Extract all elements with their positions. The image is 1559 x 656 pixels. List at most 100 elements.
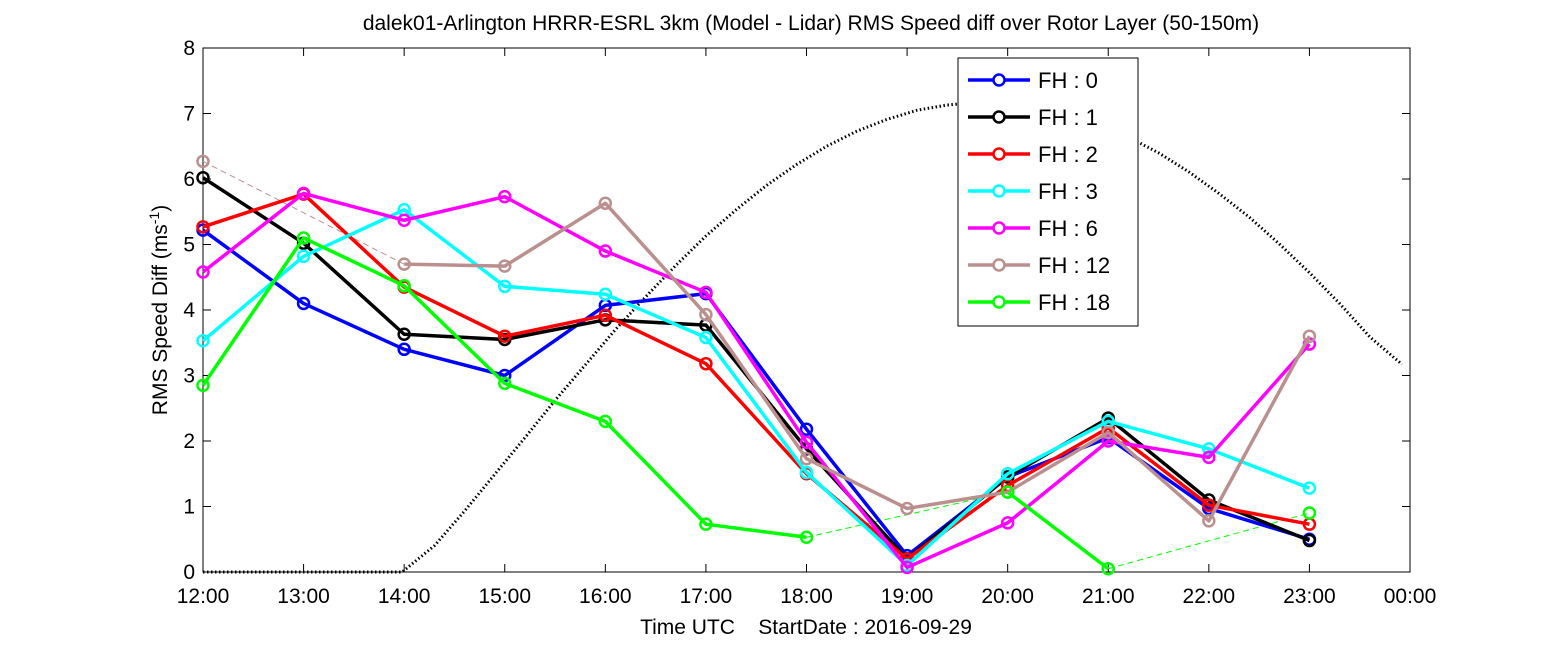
y-tick-label: 6 bbox=[183, 168, 195, 191]
data-point bbox=[598, 244, 613, 258]
x-tick-label: 15:00 bbox=[478, 585, 531, 608]
data-point bbox=[799, 465, 814, 480]
y-tick-label: 0 bbox=[183, 561, 195, 584]
data-point bbox=[1302, 329, 1317, 343]
legend-label: FH : 2 bbox=[1038, 142, 1098, 167]
series-lines bbox=[196, 154, 1317, 576]
data-point bbox=[799, 422, 814, 436]
legend-entry: FH : 18 bbox=[968, 290, 1110, 315]
data-point bbox=[296, 231, 311, 245]
data-point bbox=[397, 279, 411, 293]
data-point bbox=[598, 308, 613, 322]
x-tick-label: 16:00 bbox=[579, 585, 632, 608]
y-tick-label: 5 bbox=[183, 234, 195, 257]
data-point bbox=[196, 220, 210, 234]
data-point bbox=[1000, 516, 1015, 530]
y-axis-label-close: ) bbox=[149, 205, 172, 212]
data-point bbox=[900, 501, 914, 516]
legend-swatch-marker bbox=[992, 184, 1006, 198]
data-point bbox=[498, 189, 512, 204]
plot-area bbox=[202, 47, 1411, 573]
y-tick-label: 7 bbox=[183, 103, 195, 126]
legend-entry: FH : 1 bbox=[968, 105, 1098, 130]
legend-label: FH : 18 bbox=[1038, 290, 1110, 315]
x-tick-label: 13:00 bbox=[277, 585, 330, 608]
series-line bbox=[404, 201, 1311, 523]
series-gap-connector bbox=[1108, 512, 1310, 570]
series-line bbox=[1006, 490, 1110, 571]
data-point bbox=[498, 376, 512, 391]
legend-label: FH : 0 bbox=[1038, 68, 1098, 93]
chart-title: dalek01-Arlington HRRR-ESRL 3km (Model -… bbox=[363, 12, 1259, 35]
x-tick-label: 14:00 bbox=[378, 585, 431, 608]
x-axis-label: Time UTC StartDate : 2016-09-29 bbox=[640, 616, 972, 639]
data-point bbox=[1202, 514, 1216, 528]
data-point bbox=[397, 257, 411, 271]
series-fh-18 bbox=[196, 231, 1317, 576]
y-axis-label-main: RMS Speed Diff (ms bbox=[149, 224, 172, 415]
legend-label: FH : 12 bbox=[1038, 253, 1110, 278]
data-point bbox=[598, 287, 613, 302]
data-point bbox=[498, 329, 512, 343]
legend-entry: FH : 2 bbox=[968, 142, 1098, 167]
data-point bbox=[1101, 425, 1115, 440]
y-axis-label-unit-exponent: -1 bbox=[146, 212, 162, 225]
y-tick-label: 1 bbox=[183, 496, 195, 519]
legend-swatch-marker bbox=[992, 221, 1006, 235]
series-fh-6 bbox=[196, 186, 1317, 575]
x-tick-label: 17:00 bbox=[680, 585, 733, 608]
data-point bbox=[1302, 506, 1317, 520]
data-point bbox=[196, 378, 210, 393]
legend: FH : 0 FH : 1 FH : 2 FH : 3 FH : 6 FH : 12 FH … bbox=[957, 57, 1139, 327]
legend-entry: FH : 0 bbox=[968, 68, 1098, 93]
data-point bbox=[699, 307, 713, 322]
legend-swatch-marker bbox=[992, 258, 1006, 272]
data-point bbox=[1101, 561, 1115, 576]
legend-swatch-marker bbox=[992, 73, 1006, 87]
legend-swatch-marker bbox=[992, 110, 1006, 124]
data-point bbox=[900, 560, 914, 575]
data-point bbox=[397, 327, 411, 341]
legend-label: FH : 1 bbox=[1038, 105, 1098, 130]
data-point bbox=[196, 334, 210, 348]
legend-swatch-marker bbox=[992, 295, 1006, 309]
y-tick-label: 2 bbox=[183, 430, 195, 453]
y-tick-label: 8 bbox=[183, 37, 195, 60]
data-point bbox=[799, 530, 814, 545]
legend-swatch-marker bbox=[992, 147, 1006, 161]
y-tick-label: 4 bbox=[183, 299, 195, 322]
data-point bbox=[1202, 498, 1216, 512]
data-point bbox=[296, 186, 311, 201]
data-point bbox=[1302, 481, 1317, 495]
series-line bbox=[201, 236, 807, 540]
x-axis: 12:00 13:00 14:00 15:00 16:00 17:00 18:00 19:00… bbox=[177, 48, 1437, 608]
x-tick-label: 18:00 bbox=[780, 585, 833, 608]
x-tick-label: 00:00 bbox=[1384, 585, 1437, 608]
data-point bbox=[699, 356, 713, 371]
data-point bbox=[699, 330, 713, 345]
legend-entry: FH : 6 bbox=[968, 216, 1098, 241]
series-line bbox=[201, 191, 1311, 570]
data-point bbox=[799, 451, 814, 466]
series-line bbox=[202, 192, 1310, 561]
legend-label: FH : 3 bbox=[1038, 179, 1098, 204]
x-tick-label: 21:00 bbox=[1082, 585, 1135, 608]
data-point bbox=[598, 414, 613, 429]
data-point bbox=[296, 249, 311, 264]
data-point bbox=[296, 296, 311, 311]
data-point bbox=[598, 196, 613, 210]
data-point bbox=[699, 517, 713, 531]
y-tick-label: 3 bbox=[183, 365, 195, 388]
data-point bbox=[799, 435, 814, 450]
data-point bbox=[196, 170, 210, 185]
legend-entry: FH : 3 bbox=[968, 179, 1098, 204]
data-point bbox=[498, 279, 512, 294]
data-point bbox=[1000, 467, 1015, 481]
data-point bbox=[1000, 485, 1015, 499]
data-point bbox=[1202, 450, 1216, 465]
x-tick-label: 20:00 bbox=[981, 585, 1034, 608]
x-tick-label: 12:00 bbox=[177, 585, 230, 608]
data-point bbox=[397, 213, 411, 228]
x-tick-label: 19:00 bbox=[881, 585, 934, 608]
